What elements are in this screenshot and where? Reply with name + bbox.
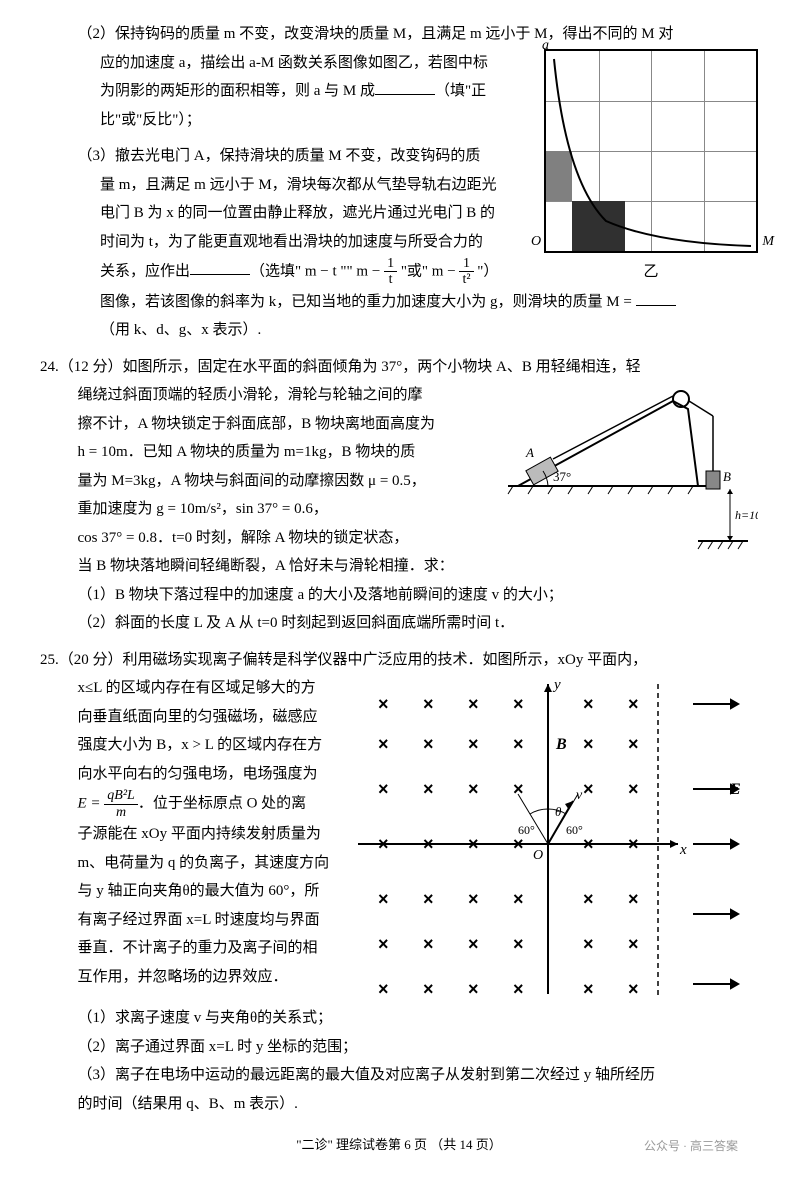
svg-text:×: × [423,779,434,799]
svg-text:×: × [423,734,434,754]
svg-text:×: × [378,979,389,999]
svg-text:×: × [513,694,524,714]
svg-text:×: × [583,834,594,854]
q3-line5c: "或" m − [397,263,459,279]
q3-line5b: （选填" m − t "" m − [250,263,384,279]
blank-q3a [190,259,250,275]
svg-text:A: A [525,445,534,460]
svg-text:×: × [468,734,479,754]
q24-line7: 当 B 物块落地瞬间轻绳断裂，A 恰好未与滑轮相撞．求： [40,552,758,581]
svg-text:×: × [378,834,389,854]
frac-2-d: t² [459,272,473,287]
svg-text:×: × [628,734,639,754]
svg-text:×: × [628,779,639,799]
frac-1-d: t [384,272,397,287]
svg-text:×: × [378,889,389,909]
axis-m: M [762,229,774,256]
q25-sub3b: 的时间（结果用 q、B、m 表示）. [40,1090,758,1119]
svg-text:60°: 60° [566,823,583,837]
diagram-25: y x O B E v θ 60° 60° ××××××××××××××××××… [358,674,758,1004]
svg-text:×: × [583,734,594,754]
svg-text:×: × [423,934,434,954]
q24-sub1: （1）B 物块下落过程中的加速度 a 的大小及落地前瞬间的速度 v 的大小； [40,581,758,610]
svg-text:×: × [628,934,639,954]
svg-text:y: y [552,677,561,693]
diagram-24: 37° A B h=10m [498,381,758,551]
frac-2-n: 1 [459,256,473,272]
q25-sub1: （1）求离子速度 v 与夹角θ的关系式； [40,1004,758,1033]
svg-text:×: × [378,779,389,799]
svg-text:×: × [423,979,434,999]
svg-text:×: × [468,779,479,799]
q25-head: 25.（20 分）利用磁场实现离子偏转是科学仪器中广泛应用的技术．如图所示，xO… [40,646,758,675]
svg-text:×: × [378,694,389,714]
svg-text:×: × [513,734,524,754]
svg-text:h=10m: h=10m [735,508,758,522]
q25-sub3: （3）离子在电场中运动的最远距离的最大值及对应离子从发射到第二次经过 y 轴所经… [40,1061,758,1090]
svg-text:×: × [468,694,479,714]
q3-line6a: 图像，若该图像的斜率为 k，已知当地的重力加速度大小为 g，则滑块的质量 M = [100,294,636,310]
svg-text:×: × [423,834,434,854]
graph-yi: a O M 乙 [544,49,758,287]
svg-text:×: × [513,979,524,999]
svg-text:B: B [555,736,567,753]
q2-line3b: （填"正 [435,83,486,99]
svg-text:B: B [723,469,731,484]
svg-text:×: × [513,834,524,854]
footer-text: "二诊" 理综试卷第 6 页 （共 14 页） [296,1137,502,1152]
axis-o: O [531,229,541,256]
svg-text:x: x [679,842,687,858]
svg-text:×: × [628,694,639,714]
q3-line5a: 关系，应作出 [100,263,190,279]
svg-text:×: × [583,694,594,714]
blank-q2 [375,79,435,95]
q25-line5b: ．位于坐标原点 O 处的离 [138,796,306,812]
svg-text:×: × [583,934,594,954]
svg-text:×: × [583,979,594,999]
blank-q3b [636,290,676,306]
svg-text:×: × [423,889,434,909]
svg-text:×: × [628,889,639,909]
svg-text:×: × [378,734,389,754]
svg-text:×: × [513,934,524,954]
svg-text:×: × [423,694,434,714]
q3-line5d: "） [474,263,499,279]
watermark: 公众号 · 高三答案 [644,1135,738,1158]
q25-sub2: （2）离子通过界面 x=L 时 y 坐标的范围； [40,1033,758,1062]
q24-sub2: （2）斜面的长度 L 及 A 从 t=0 时刻起到返回斜面底端所需时间 t． [40,609,758,638]
svg-text:×: × [468,934,479,954]
svg-text:×: × [468,979,479,999]
svg-text:×: × [628,979,639,999]
svg-text:×: × [513,779,524,799]
svg-text:×: × [583,889,594,909]
svg-text:×: × [583,779,594,799]
q2-line1: （2）保持钩码的质量 m 不变，改变滑块的质量 M，且满足 m 远小于 M，得出… [40,20,758,49]
q3-line7: （用 k、d、g、x 表示）. [40,316,758,345]
svg-text:×: × [468,834,479,854]
axis-a: a [542,33,549,60]
q25-line5a: E = [78,796,105,812]
svg-text:×: × [513,889,524,909]
q2-line3: 为阴影的两矩形的面积相等，则 a 与 M 成 [100,83,375,99]
svg-text:×: × [468,889,479,909]
svg-text:O: O [533,848,543,863]
frac-e-d: m [104,805,138,820]
svg-text:×: × [378,934,389,954]
frac-1-n: 1 [384,256,397,272]
graph-caption: 乙 [544,258,758,287]
frac-e-n: qB²L [104,788,138,804]
svg-text:×: × [628,834,639,854]
q24-head: 24.（12 分）如图所示，固定在水平面的斜面倾角为 37°，两个小物块 A、B… [40,353,758,382]
svg-text:37°: 37° [553,469,571,484]
